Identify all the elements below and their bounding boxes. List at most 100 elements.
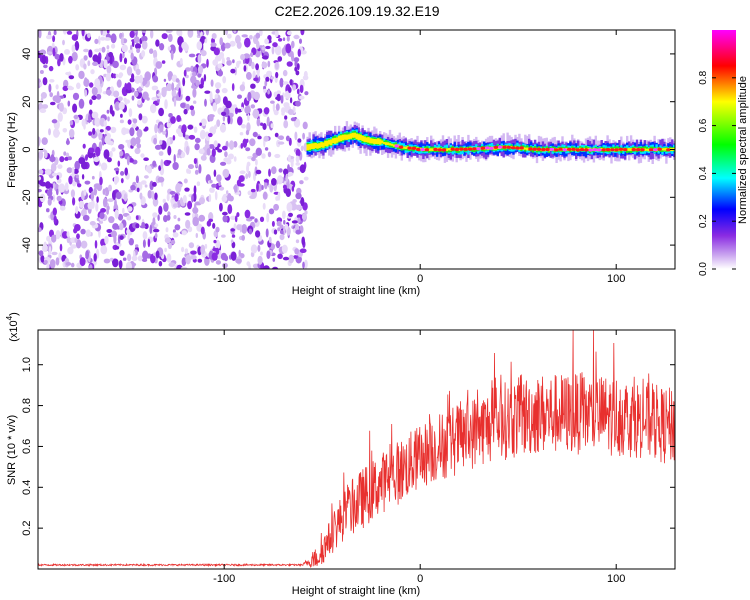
noise-speckle [142, 258, 148, 263]
noise-speckle [156, 90, 159, 94]
signal-ridge-cell [353, 132, 356, 138]
noise-speckle [39, 193, 46, 203]
noise-speckle [204, 98, 207, 107]
noise-speckle [182, 131, 186, 138]
signal-ridge-cell [355, 133, 358, 140]
x-tick-label: -100 [213, 273, 235, 285]
noise-speckle [108, 216, 115, 224]
signal-ridge-cell [482, 141, 486, 151]
noise-speckle [302, 261, 305, 269]
noise-speckle [49, 156, 56, 162]
signal-ridge-cell [661, 138, 664, 155]
noise-speckle [216, 174, 222, 182]
noise-speckle [263, 107, 270, 115]
noise-speckle [151, 86, 156, 91]
noise-speckle [106, 109, 110, 114]
x-tick-label: 0 [417, 573, 423, 585]
noise-speckle [43, 64, 48, 69]
noise-speckle [196, 41, 203, 51]
signal-ridge-cell [351, 132, 354, 138]
noise-speckle [165, 227, 169, 233]
snr-frame [37, 329, 676, 570]
signal-ridge-cell [343, 134, 347, 140]
noise-speckle [209, 91, 213, 101]
noise-speckle [222, 262, 228, 269]
noise-speckle [129, 30, 135, 38]
noise-speckle [287, 164, 290, 172]
noise-speckle [295, 239, 300, 244]
noise-speckle [51, 172, 58, 177]
noise-speckle [89, 221, 96, 226]
noise-speckle [96, 86, 103, 95]
signal-peak-dot [554, 148, 559, 152]
noise-speckle [55, 230, 61, 240]
noise-speckle [99, 176, 103, 186]
noise-speckle [281, 107, 286, 114]
noise-speckle [96, 93, 102, 100]
noise-speckle [173, 97, 177, 107]
noise-speckle [274, 30, 279, 38]
noise-speckle [167, 33, 173, 43]
signal-peak-dot [394, 144, 399, 148]
signal-peak-dot [454, 147, 460, 152]
noise-speckle [78, 98, 85, 109]
noise-speckle [126, 156, 130, 166]
noise-speckle [102, 188, 106, 195]
noise-speckle [213, 169, 217, 177]
noise-speckle [276, 220, 282, 227]
signal-ridge-cell [447, 148, 450, 153]
noise-speckle [194, 143, 200, 151]
noise-speckle [38, 150, 44, 160]
noise-speckle [168, 74, 172, 82]
noise-speckle [114, 199, 117, 208]
colorbar: 0.0 0.2 0.4 0.6 0.8 Normalized spectral ampl… [698, 30, 749, 276]
noise-speckle [283, 120, 289, 129]
noise-speckle [140, 180, 147, 185]
snr-axes: -100 0 100 0.2 0.4 0.6 0.8 1.0 [21, 330, 675, 585]
noise-speckle [46, 208, 50, 213]
signal-ridge-cell [492, 146, 496, 150]
noise-speckle [199, 197, 205, 205]
noise-speckle [245, 173, 249, 180]
noise-speckle [231, 83, 235, 92]
noise-speckle [266, 212, 270, 223]
signal-ridge-cell [392, 144, 396, 147]
noise-speckle [68, 128, 75, 138]
noise-speckle [271, 178, 277, 186]
noise-speckle [226, 59, 232, 66]
noise-speckle [117, 160, 121, 167]
noise-speckle [235, 108, 243, 113]
noise-speckle [216, 119, 221, 127]
noise-speckle [154, 123, 158, 134]
noise-speckle [238, 249, 241, 256]
noise-speckle [78, 157, 86, 165]
noise-speckle [252, 131, 258, 138]
noise-speckle [129, 127, 135, 137]
noise-speckle [255, 159, 258, 166]
noise-speckle [49, 79, 55, 83]
noise-speckle [233, 184, 238, 193]
noise-speckle [184, 134, 190, 140]
noise-speckle [115, 73, 119, 78]
noise-speckle [194, 213, 199, 218]
snr-panel: -100 0 100 0.2 0.4 0.6 0.8 1.0 Height of straig… [5, 312, 676, 597]
noise-speckle [211, 148, 216, 157]
noise-speckle [94, 78, 101, 88]
signal-peak-dot [493, 145, 499, 149]
signal-ridge-cell [369, 138, 372, 144]
noise-speckle [112, 73, 117, 79]
noise-speckle [184, 212, 191, 216]
noise-speckle [119, 222, 124, 231]
noise-speckle [39, 81, 43, 87]
noise-speckle [38, 30, 42, 39]
noise-speckle [166, 193, 170, 202]
noise-speckle [261, 55, 269, 60]
noise-speckle [218, 181, 222, 187]
noise-speckle [295, 162, 301, 166]
signal-peak-dot [411, 146, 417, 150]
noise-speckle [289, 97, 293, 104]
noise-speckle [116, 79, 122, 88]
noise-speckle [147, 190, 153, 199]
noise-speckle [294, 60, 298, 68]
noise-speckle [274, 62, 279, 70]
